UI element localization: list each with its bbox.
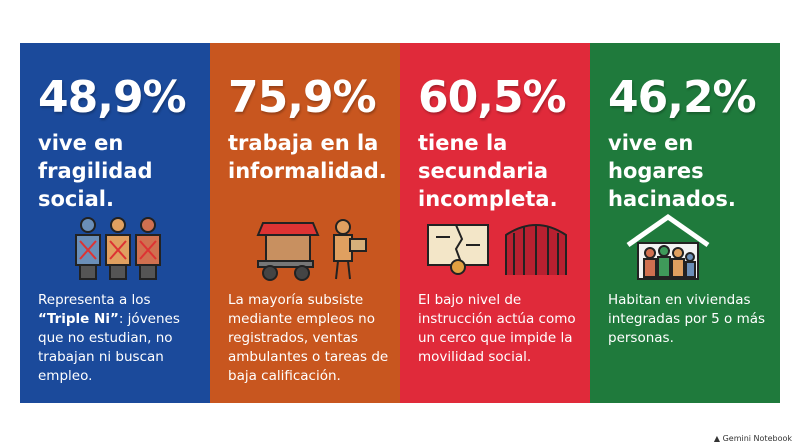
description-emphasis: “Triple Ni” xyxy=(38,311,119,327)
headline-line: incompleta. xyxy=(418,187,558,211)
footer-text: Gemini Notebook xyxy=(722,434,792,443)
panel: 60,5% tiene la secundaria incompleta. El… xyxy=(400,43,590,403)
headline-line: secundaria xyxy=(418,159,549,183)
panel: 75,9% trabaja en la informalidad. La may… xyxy=(210,43,400,403)
icon-people xyxy=(75,217,161,280)
description: Habitan en viviendas integradas por 5 o … xyxy=(608,292,766,346)
stat: 46,2% xyxy=(608,72,757,123)
headline-line: hacinados. xyxy=(608,187,736,211)
panel: 46,2% vive en hogares hacinados. Habitan… xyxy=(590,43,780,403)
headline-line: tiene la xyxy=(418,131,508,155)
headline-line: vive en xyxy=(38,131,124,155)
icon-diploma-gate xyxy=(427,224,567,275)
headline-line: informalidad. xyxy=(228,159,387,183)
description: El bajo nivel de instrucción actúa como … xyxy=(418,292,576,365)
headline: vive en hogares hacinados. xyxy=(608,129,768,213)
headline-line: vive en xyxy=(608,131,694,155)
headline-line: social. xyxy=(38,187,114,211)
icon-vendor xyxy=(256,219,367,281)
headline-line: trabaja en la xyxy=(228,131,379,155)
stat: 48,9% xyxy=(38,72,187,123)
description: Representa a los “Triple Ni”: jóvenes qu… xyxy=(38,291,204,386)
stat: 75,9% xyxy=(228,72,377,123)
description: La mayoría subsiste mediante empleos no … xyxy=(228,292,389,384)
footer: ▲ Gemini Notebook xyxy=(713,434,792,443)
panel: 48,9% vive en fragilidad social. Represe… xyxy=(20,43,210,403)
panels: 48,9% vive en fragilidad social. Represe… xyxy=(20,43,780,403)
icon-house xyxy=(626,213,710,280)
description-text: : jóvenes que no estudian, no trabajan n… xyxy=(38,311,180,384)
stat: 60,5% xyxy=(418,72,567,123)
headline: tiene la secundaria incompleta. xyxy=(418,129,578,213)
headline: vive en fragilidad social. xyxy=(38,129,198,213)
description-text: Representa a los xyxy=(38,292,151,308)
headline-line: hogares xyxy=(608,159,704,183)
headline: trabaja en la informalidad. xyxy=(228,129,388,185)
headline-line: fragilidad xyxy=(38,159,153,183)
